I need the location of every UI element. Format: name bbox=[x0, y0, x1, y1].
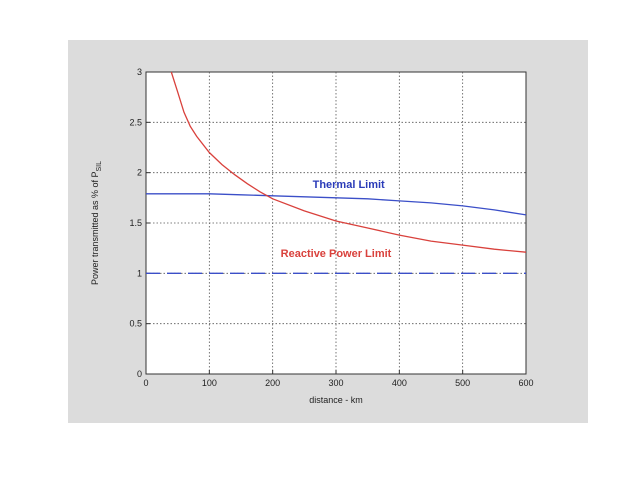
x-tick-label: 400 bbox=[392, 378, 407, 388]
x-tick-label: 0 bbox=[143, 378, 148, 388]
y-axis-label-subscript: SIL bbox=[96, 161, 103, 172]
x-tick-label: 100 bbox=[202, 378, 217, 388]
series-group bbox=[146, 71, 527, 275]
x-tick-label: 300 bbox=[328, 378, 343, 388]
x-tick-label: 500 bbox=[455, 378, 470, 388]
y-tick-label: 1.5 bbox=[129, 218, 142, 228]
y-tick-label: 0.5 bbox=[129, 319, 142, 329]
y-tick-label: 2 bbox=[137, 168, 142, 178]
series-line-1 bbox=[170, 71, 527, 253]
x-tick-label: 200 bbox=[265, 378, 280, 388]
y-tick-label: 3 bbox=[137, 67, 142, 77]
annotation-label: Thermal Limit bbox=[313, 179, 385, 191]
annotations: Thermal Limit Reactive Power Limit bbox=[281, 179, 392, 260]
y-axis-label-main: Power transmitted as % of P bbox=[90, 171, 100, 285]
y-tick-label: 0 bbox=[137, 369, 142, 379]
tick-labels: 0 100 200 300 400 500 600 0 0.5 1 1.5 2 2.5 3 bbox=[129, 67, 533, 388]
chart-panel: 0 100 200 300 400 500 600 0 0.5 1 1.5 2 2.5 3 distanc… bbox=[68, 40, 588, 423]
y-axis-label: Power transmitted as % of PSIL bbox=[90, 161, 103, 285]
x-axis-label: distance - km bbox=[309, 395, 363, 405]
line-chart: 0 100 200 300 400 500 600 0 0.5 1 1.5 2 2.5 3 distanc… bbox=[90, 67, 534, 405]
y-tick-label: 2.5 bbox=[129, 117, 142, 127]
annotation-label: Reactive Power Limit bbox=[281, 248, 392, 260]
y-tick-label: 1 bbox=[137, 268, 142, 278]
x-tick-label: 600 bbox=[518, 378, 533, 388]
series-line-0 bbox=[146, 193, 527, 216]
